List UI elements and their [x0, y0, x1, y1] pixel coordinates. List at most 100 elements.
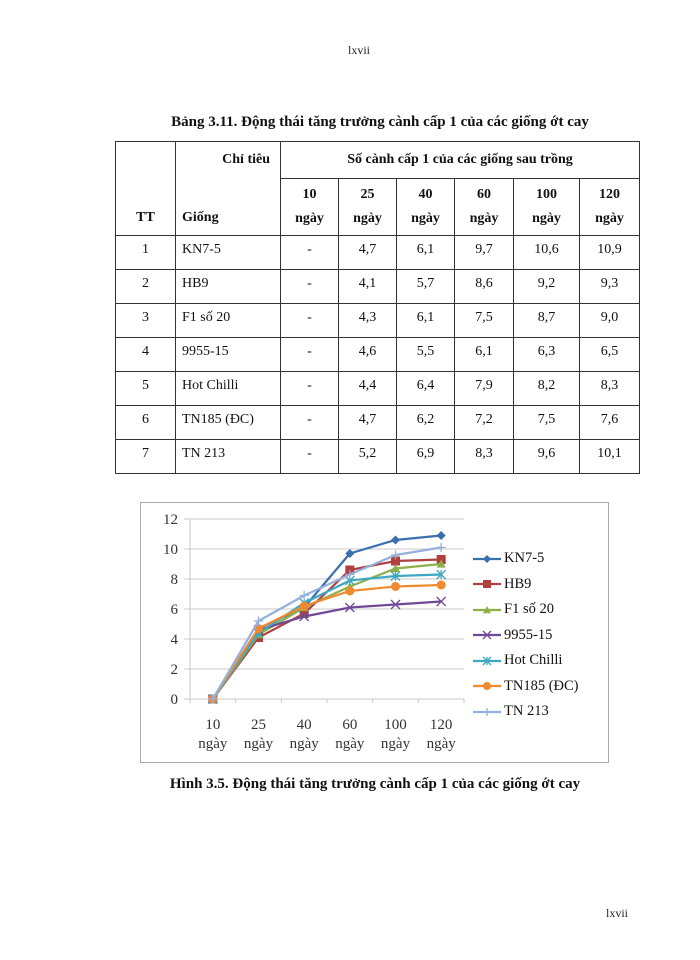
cell-giong: KN7-5 — [175, 235, 281, 270]
cell-value: 6,1 — [396, 235, 455, 270]
cell-giong: TN 213 — [175, 439, 281, 474]
x-tick-label: 120 — [430, 717, 453, 733]
line-chart: 0 2 4 6 8 10 12 10 ngày 25 ngày 40 ngày 60 ngày 100 ngày… — [163, 512, 465, 752]
cell-value: 9,3 — [579, 269, 640, 304]
cell-value: 7,6 — [579, 405, 640, 440]
series-kn7-5 — [208, 531, 446, 704]
cell-value: 6,4 — [396, 371, 455, 406]
header-day-4: 100 ngày — [513, 178, 580, 236]
cell-value: 4,3 — [338, 303, 397, 338]
cell-value: 6,1 — [396, 303, 455, 338]
cell-value: 8,3 — [579, 371, 640, 406]
chart-container: 0 2 4 6 8 10 12 10 ngày 25 ngày 40 ngày 60 ngày 100 ngày… — [140, 502, 609, 763]
y-tick-label: 4 — [171, 632, 179, 648]
x-tick-label: 60 — [342, 717, 357, 733]
table-caption: Bảng 3.11. Động thái tăng trưởng cành cấ… — [171, 114, 589, 130]
table-row: 7 TN 213-5,2 6,9 8,3 9,6 10,1 — [115, 439, 640, 474]
table-row: 1 KN7-5-4,7 6,1 9,7 10,6 10,9 — [115, 235, 640, 270]
cell-value: 7,5 — [454, 303, 514, 338]
series-hot-chilli — [207, 569, 447, 704]
chart-legend: KN7-5 HB9 F1 số 20 9955-15 Hot Chilli TN185 (… — [472, 546, 579, 725]
cell-value: 4,4 — [338, 371, 397, 406]
legend-diamond-icon — [473, 554, 501, 563]
day-unit: ngày — [469, 211, 499, 227]
cell-value: - — [280, 405, 339, 440]
y-tick-label: 6 — [171, 602, 179, 618]
x-tick-label: ngày — [427, 736, 457, 752]
cell-tt: 7 — [115, 439, 176, 474]
cell-tt: 6 — [115, 405, 176, 440]
cell-value: 8,6 — [454, 269, 514, 304]
cell-value: - — [280, 269, 339, 304]
header-day-5: 120 ngày — [579, 178, 640, 236]
legend-circle-icon — [473, 682, 501, 691]
cell-giong: Hot Chilli — [175, 371, 281, 406]
cell-value: 4,1 — [338, 269, 397, 304]
x-tick-label: 25 — [251, 717, 266, 733]
y-tick-label: 0 — [171, 692, 179, 708]
cell-value: - — [280, 371, 339, 406]
cell-value: 6,9 — [396, 439, 455, 474]
legend-item: 9955-15 — [472, 623, 579, 649]
legend-label: 9955-15 — [504, 626, 553, 643]
series-hb9 — [208, 555, 446, 704]
cell-value: 6,2 — [396, 405, 455, 440]
cell-value: 10,1 — [579, 439, 640, 474]
day-number: 120 — [599, 187, 620, 203]
legend-item: Hot Chilli — [472, 648, 579, 674]
day-unit: ngày — [595, 211, 624, 227]
legend-item: KN7-5 — [472, 546, 579, 572]
header-page-number: lxvii — [348, 43, 371, 57]
cell-giong: HB9 — [175, 269, 281, 304]
cell-value: 8,3 — [454, 439, 514, 474]
x-tick-label: ngày — [335, 736, 365, 752]
cell-giong: TN185 (ĐC) — [175, 405, 281, 440]
legend-label: Hot Chilli — [504, 652, 563, 669]
x-tick-label: 10 — [205, 717, 220, 733]
legend-item: HB9 — [472, 572, 579, 598]
cell-value: - — [280, 439, 339, 474]
header-group: Số cành cấp 1 của các giống sau trồng — [280, 140, 640, 180]
legend-label: TN 213 — [504, 703, 549, 720]
day-number: 10 — [302, 187, 317, 203]
legend-item: TN185 (ĐC) — [472, 674, 579, 700]
day-unit: ngày — [532, 211, 561, 227]
header-day-1: 25 ngày — [338, 178, 397, 236]
table-row: 6 TN185 (ĐC) -4,7 6,2 7,2 7,5 7,6 — [115, 405, 640, 440]
day-number: 60 — [477, 187, 491, 203]
cell-tt: 4 — [115, 337, 176, 372]
cell-value: 6,3 — [513, 337, 580, 372]
cell-value: 5,5 — [396, 337, 455, 372]
day-unit: ngày — [411, 211, 440, 227]
legend-label: HB9 — [504, 575, 532, 592]
cell-giong: F1 số 20 — [175, 303, 281, 338]
x-tick-label: 40 — [297, 717, 312, 733]
cell-value: 5,2 — [338, 439, 397, 474]
day-unit: ngày — [353, 211, 382, 227]
legend-square-icon — [473, 580, 501, 589]
legend-plus-icon — [473, 707, 501, 716]
legend-label: KN7-5 — [504, 550, 545, 567]
y-tick-label: 12 — [163, 512, 178, 528]
y-tick-label: 8 — [171, 572, 179, 588]
cell-value: 9,7 — [454, 235, 514, 270]
cell-value: 8,2 — [513, 371, 580, 406]
table-row: 2 HB9-4,1 5,7 8,6 9,2 9,3 — [115, 269, 640, 304]
series-tn-213 — [208, 543, 446, 704]
cell-value: 10,9 — [579, 235, 640, 270]
cell-value: 7,9 — [454, 371, 514, 406]
data-table: TT Chỉ tiêu Giống Số cành cấp 1 của các … — [115, 140, 640, 474]
header-day-2: 40 ngày — [396, 178, 455, 236]
footer-page-number: lxvii — [606, 906, 629, 920]
day-number: 40 — [418, 187, 433, 203]
cell-tt: 1 — [115, 235, 176, 270]
cell-value: 4,7 — [338, 405, 397, 440]
table-row: 5 Hot Chilli -4,4 6,4 7,9 8,2 8,3 — [115, 371, 640, 406]
x-tick-label: ngày — [290, 736, 320, 752]
cell-value: 9,2 — [513, 269, 580, 304]
cell-value: 4,6 — [338, 337, 397, 372]
cell-value: 10,6 — [513, 235, 580, 270]
cell-value: - — [280, 303, 339, 338]
cell-tt: 2 — [115, 269, 176, 304]
legend-x-icon — [473, 630, 501, 640]
